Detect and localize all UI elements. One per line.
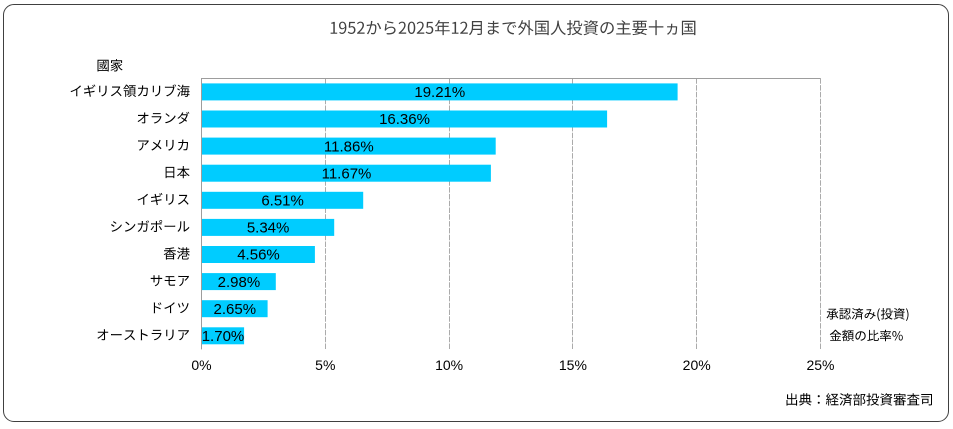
svg-text:0%: 0% <box>191 357 211 373</box>
svg-text:20%: 20% <box>683 357 711 373</box>
svg-text:6.51%: 6.51% <box>261 193 304 210</box>
svg-text:11.86%: 11.86% <box>324 138 374 155</box>
svg-text:10%: 10% <box>435 357 463 373</box>
svg-text:19.21%: 19.21% <box>414 84 465 101</box>
svg-text:5.34%: 5.34% <box>247 220 290 237</box>
svg-text:1.70%: 1.70% <box>202 328 245 345</box>
svg-text:16.36%: 16.36% <box>379 111 430 128</box>
svg-text:5%: 5% <box>315 357 335 373</box>
svg-text:2.98%: 2.98% <box>218 274 261 291</box>
svg-text:4.56%: 4.56% <box>237 247 280 264</box>
svg-text:11.67%: 11.67% <box>322 165 372 182</box>
svg-text:15%: 15% <box>559 357 587 373</box>
svg-text:25%: 25% <box>806 357 834 373</box>
svg-text:2.65%: 2.65% <box>214 301 257 318</box>
